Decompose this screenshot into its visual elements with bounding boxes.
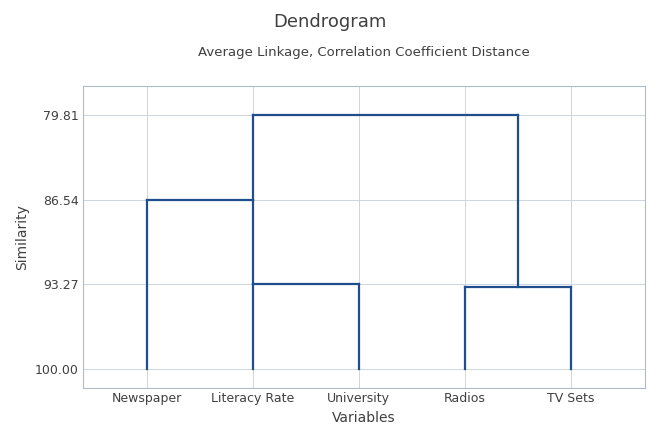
Title: Average Linkage, Correlation Coefficient Distance: Average Linkage, Correlation Coefficient… [198,46,530,59]
Y-axis label: Similarity: Similarity [15,204,29,270]
X-axis label: Variables: Variables [333,411,396,425]
Text: Dendrogram: Dendrogram [273,13,387,31]
